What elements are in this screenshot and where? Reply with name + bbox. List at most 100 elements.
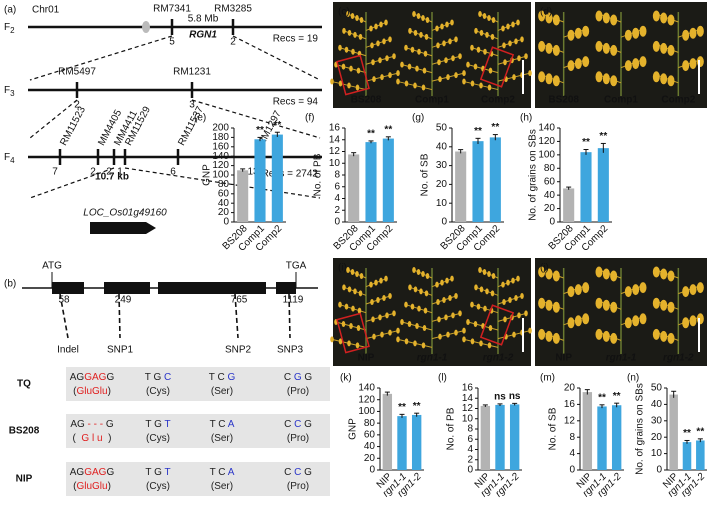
branch [598,74,622,84]
grain [344,303,349,310]
grain [417,305,421,312]
bar [382,393,393,470]
y-tick-label: 0 [223,217,229,228]
grain [567,286,575,298]
grain [610,332,618,344]
grain [667,270,675,282]
grain [639,313,647,325]
significance: ns [494,392,506,403]
grain [374,279,378,286]
grain [696,56,704,68]
grain [415,323,419,329]
grain [388,36,392,43]
grain [407,63,412,70]
grain [407,321,412,327]
y-tick-label: 2 [334,205,340,216]
highlight-box [336,312,370,354]
y-tick-label: 50 [436,123,448,134]
grain [437,316,441,323]
grain [388,329,392,336]
start-codon: ATG [42,261,62,272]
grain [595,266,603,278]
significance: ** [398,402,406,413]
grain [632,27,640,39]
grain [372,333,376,340]
amino-acid: (Ser) [211,386,233,397]
grain [667,44,675,56]
sequence-part: ( [73,386,77,397]
centromere [142,21,150,33]
grain [388,293,392,299]
grain [682,286,690,298]
exon [52,282,84,294]
y-axis-label: No. of SB [548,407,559,450]
grain [408,27,412,34]
bar [271,134,283,222]
codon: T G T [145,467,170,478]
recs-label: Recs = 19 [273,34,319,45]
grain [370,299,374,305]
branch [541,269,564,279]
grain [487,271,491,277]
grain [445,21,449,28]
grain [552,14,560,26]
grain [490,33,495,40]
grain [450,275,454,282]
grain [474,284,478,291]
grain [446,74,450,81]
grain [417,48,421,55]
sequence-part: ) [108,386,111,397]
grain [508,297,512,303]
grain [342,284,346,291]
y-tick-label: 0 [369,465,375,476]
y-tick-label: 4 [467,444,473,455]
y-axis-label: No. of PB [313,153,324,196]
grain [552,301,560,313]
grain [382,295,386,301]
grain [682,317,690,329]
grain [610,270,618,282]
bar [365,142,377,222]
y-tick-label: 12 [564,415,576,426]
codon: T C A [210,467,235,478]
grain [595,40,603,52]
sequence-part: AG [70,419,85,430]
y-tick-label: 10 [462,413,474,424]
grain [372,76,376,83]
sequence-part: ( [73,433,77,444]
grain [667,75,675,87]
grain [528,70,532,77]
significance: ** [474,126,482,137]
sample-label: rgn1-1 [417,353,448,364]
branch [541,13,564,23]
grain [462,336,466,343]
sample-label: NIP [358,353,375,364]
grain [567,29,575,41]
sequence-part: GluGlu [76,481,107,492]
grain [330,78,334,85]
grain [501,281,505,288]
y-tick-label: 16 [462,383,474,394]
branch [678,28,701,38]
grain [442,40,446,47]
grain [424,290,429,297]
grain [595,297,603,309]
grain [438,76,442,83]
significance: ** [599,131,607,142]
codon: C C G [284,467,312,478]
variant-label: SNP1 [107,345,134,356]
y-tick-label: 140 [358,383,375,394]
y-tick-label: 160 [212,141,229,152]
row-band [66,367,330,401]
amino-acid: (Ser) [211,433,233,444]
bar [495,404,505,470]
generation-sub: 4 [10,156,15,165]
grain [482,13,487,19]
recombinant-count: 13 [247,167,259,178]
y-axis-label: GNP [348,418,359,440]
bar [580,152,592,222]
grain [491,17,496,23]
grain [538,266,546,278]
grain [524,310,528,317]
